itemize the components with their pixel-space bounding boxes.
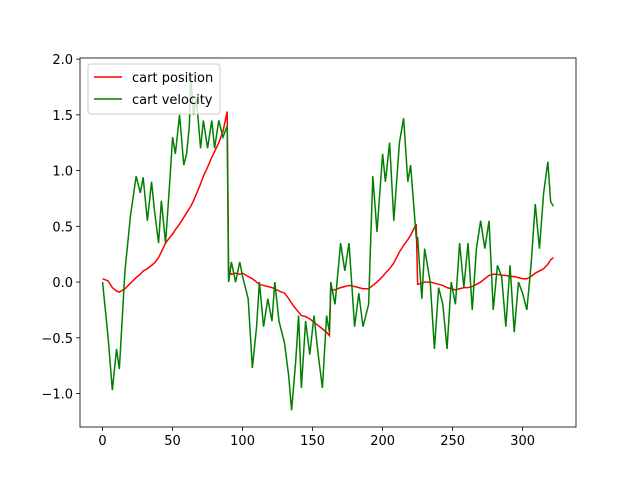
y-tick-label: −0.5 xyxy=(41,332,73,347)
x-tick-label: 150 xyxy=(300,434,325,449)
y-tick-label: 2.0 xyxy=(52,53,73,68)
x-tick-label: 100 xyxy=(230,434,255,449)
y-tick-label: 1.5 xyxy=(52,109,73,124)
series-line xyxy=(102,111,554,338)
y-tick-label: 0.0 xyxy=(52,276,73,291)
x-tick-label: 300 xyxy=(510,434,535,449)
y-tick-label: −1.0 xyxy=(41,388,73,403)
legend-label: cart velocity xyxy=(132,93,213,108)
plot-frame xyxy=(79,57,577,428)
x-tick-label: 200 xyxy=(370,434,395,449)
x-tick-label: 250 xyxy=(440,434,465,449)
legend-label: cart position xyxy=(132,71,213,86)
series-line xyxy=(101,75,555,411)
y-tick-label: 0.5 xyxy=(52,220,73,235)
y-tick-label: 1.0 xyxy=(52,165,73,180)
x-tick-label: 50 xyxy=(164,434,181,449)
x-tick-label: 0 xyxy=(98,434,106,449)
